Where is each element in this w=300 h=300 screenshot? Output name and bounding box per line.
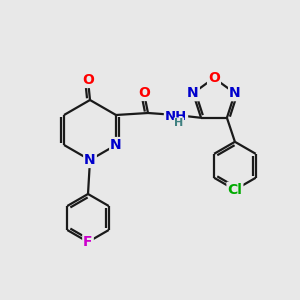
Text: N: N	[187, 86, 199, 100]
Text: Cl: Cl	[227, 183, 242, 197]
Text: O: O	[138, 86, 150, 100]
Text: F: F	[83, 235, 93, 249]
Text: O: O	[82, 73, 94, 87]
Text: N: N	[229, 86, 241, 100]
Text: H: H	[174, 118, 184, 128]
Text: O: O	[208, 71, 220, 85]
Text: N: N	[84, 153, 96, 167]
Text: N: N	[110, 138, 122, 152]
Text: NH: NH	[165, 110, 187, 122]
